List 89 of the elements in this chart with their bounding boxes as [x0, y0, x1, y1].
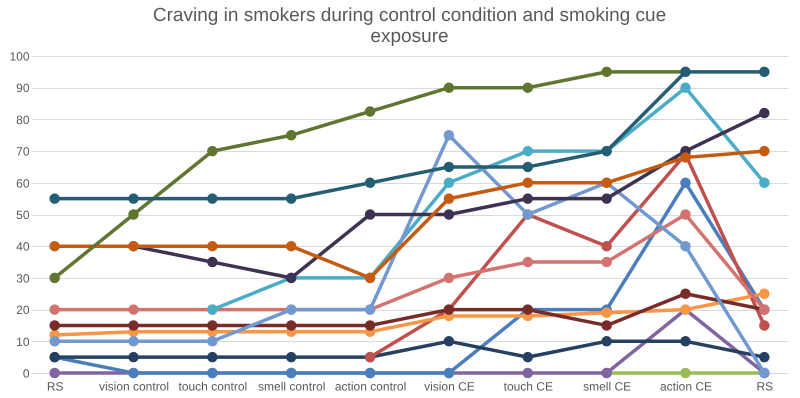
point [759, 66, 770, 78]
y-tick-label: 80 [16, 112, 30, 127]
point [207, 146, 218, 156]
point [207, 240, 218, 252]
point [444, 178, 454, 188]
point [522, 162, 534, 172]
x-tick-label: vision CE [424, 380, 475, 394]
point [364, 320, 376, 331]
point [286, 320, 296, 331]
point [444, 336, 454, 347]
point [286, 193, 296, 204]
point [601, 193, 612, 204]
point [207, 352, 218, 362]
y-tick-label: 40 [16, 240, 30, 254]
point [759, 288, 770, 299]
point [207, 256, 218, 268]
point [601, 66, 612, 78]
point [680, 288, 691, 299]
point [759, 352, 770, 362]
point [759, 178, 770, 188]
point [680, 82, 691, 93]
point [522, 178, 534, 188]
point [49, 240, 60, 252]
chart-title: Craving in smokers during control condition and smoking cue exposure [152, 5, 666, 47]
point [444, 82, 454, 93]
point [49, 336, 60, 347]
point [601, 240, 612, 252]
y-tick-label: 20 [16, 303, 30, 318]
x-tick-label: RS [756, 380, 774, 394]
point [601, 308, 612, 318]
point [680, 368, 691, 378]
point [680, 152, 691, 163]
point [49, 272, 60, 284]
y-tick-label: 100 [9, 50, 30, 64]
point [207, 336, 218, 347]
y-tick-label: 70 [16, 144, 30, 159]
point [364, 178, 376, 188]
point [680, 178, 691, 188]
point [522, 82, 534, 93]
point [601, 320, 612, 331]
point [444, 193, 454, 204]
point [680, 209, 691, 220]
point [444, 209, 454, 220]
point [364, 106, 376, 117]
point [128, 336, 139, 347]
x-tick-label: RS [46, 380, 64, 394]
point [128, 209, 139, 220]
x-tick-label: action control [334, 380, 406, 394]
point [207, 193, 218, 204]
point [522, 368, 534, 378]
y-tick-label: 10 [16, 334, 30, 349]
point [207, 320, 218, 331]
point [601, 256, 612, 268]
point [444, 130, 454, 140]
point [286, 352, 296, 362]
x-tick-label: smell CE [583, 380, 632, 394]
point [49, 304, 60, 315]
point [680, 240, 691, 252]
point [759, 108, 770, 118]
point [128, 304, 139, 315]
x-tick-label: touch CE [504, 380, 553, 394]
point [128, 320, 139, 331]
x-tick-label: action CE [660, 380, 712, 394]
point [286, 240, 296, 252]
y-tick-label: 0 [22, 366, 30, 380]
point [522, 146, 534, 156]
y-tick-label: 30 [16, 271, 30, 286]
point [522, 256, 534, 268]
point [680, 336, 691, 347]
y-tick-label: 50 [16, 208, 30, 222]
x-tick-label: vision control [98, 380, 170, 394]
point [522, 193, 534, 204]
point [759, 146, 770, 156]
point [128, 352, 139, 362]
point [128, 193, 139, 204]
point [49, 193, 60, 204]
point [49, 368, 60, 378]
point [444, 272, 454, 284]
point [522, 352, 534, 362]
x-tick-label: touch control [178, 380, 248, 394]
point [601, 336, 612, 347]
point [444, 162, 454, 172]
point [286, 130, 296, 140]
point [364, 209, 376, 220]
point [759, 320, 770, 331]
y-tick-label: 60 [16, 176, 30, 190]
y-tick-label: 90 [16, 81, 30, 96]
x-tick-label: smell control [258, 380, 326, 394]
point [49, 320, 60, 331]
